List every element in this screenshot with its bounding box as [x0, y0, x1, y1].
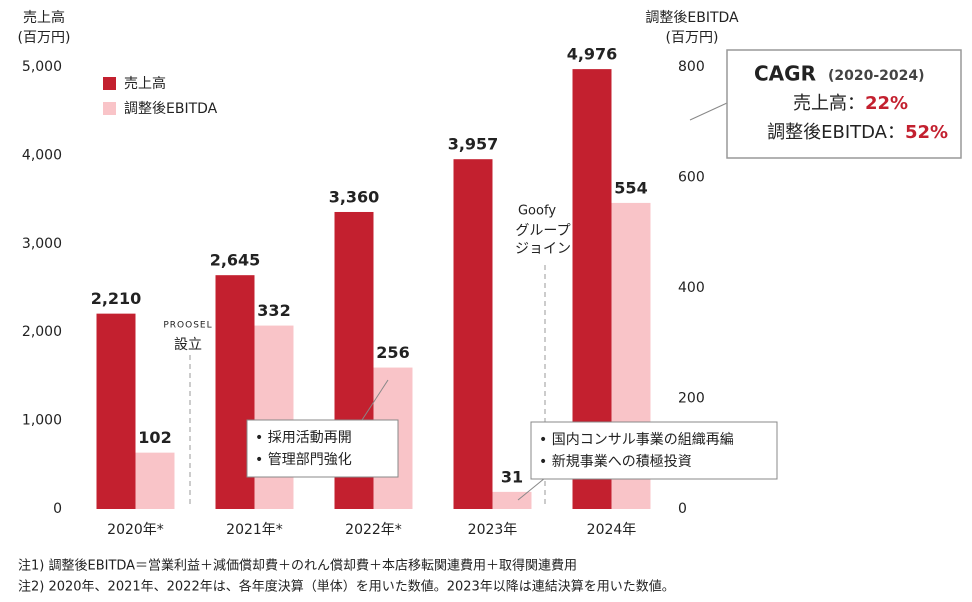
legend-swatch — [103, 77, 116, 90]
y-tick-label: 3,000 — [22, 236, 62, 252]
legend-label: 調整後EBITDA — [124, 101, 218, 117]
callout-box — [530, 421, 778, 480]
cagr-value: 52% — [905, 122, 948, 143]
callout-text: • 採用活動再開 — [255, 430, 352, 446]
data-label: 31 — [501, 467, 523, 486]
y-tick-label: 1,000 — [22, 413, 62, 429]
cagr-box — [726, 49, 962, 159]
y-tick-label: 0 — [53, 501, 62, 517]
event-logo: PROOSEL — [163, 321, 212, 331]
y-tick-label: 2,000 — [22, 324, 62, 340]
cagr-connector — [689, 102, 728, 121]
x-tick-label: 2022年* — [345, 522, 402, 538]
legend-label: 売上高 — [124, 75, 166, 92]
bar — [453, 159, 493, 509]
y-axis-title: (百万円) — [18, 30, 71, 46]
y-axis-title: 売上高 — [23, 9, 65, 26]
cagr-title: CAGR — [754, 62, 816, 86]
bar — [135, 452, 175, 509]
cagr-label: 調整後EBITDA： — [767, 122, 905, 143]
event-label: グループ — [515, 223, 570, 239]
data-label: 3,957 — [448, 135, 499, 154]
data-label: 256 — [376, 343, 409, 362]
data-label: 102 — [138, 428, 171, 447]
callout-text: • 国内コンサル事業の組織再編 — [539, 432, 734, 448]
callout-connector — [517, 477, 546, 501]
x-tick-label: 2020年* — [107, 522, 164, 538]
cagr-value: 22% — [865, 93, 908, 114]
bar — [96, 313, 136, 509]
legend-swatch — [103, 102, 116, 115]
cagr-label: 売上高： — [793, 93, 865, 114]
data-label: 332 — [257, 301, 290, 320]
y2-tick-label: 0 — [678, 501, 687, 517]
bar — [254, 325, 294, 509]
bar — [492, 491, 532, 509]
note: 注1) 調整後EBITDA＝営業利益＋減価償却費＋のれん償却費＋本店移転関連費用… — [18, 558, 577, 574]
callout-text: • 管理部門強化 — [255, 452, 352, 468]
data-label: 4,976 — [567, 45, 618, 64]
y2-axis-title: (百万円) — [666, 30, 719, 46]
y2-tick-label: 600 — [678, 170, 705, 186]
callout-box — [246, 419, 399, 478]
callout-text: • 新規事業への積極投資 — [539, 454, 692, 470]
event-label: ジョイン — [515, 241, 571, 257]
data-label: 554 — [614, 178, 647, 197]
callout-connector — [361, 379, 389, 421]
x-tick-label: 2023年 — [468, 522, 518, 538]
y2-tick-label: 400 — [678, 280, 705, 296]
y-tick-label: 5,000 — [22, 59, 62, 75]
data-label: 3,360 — [329, 187, 380, 206]
y2-tick-label: 800 — [678, 59, 705, 75]
data-label: 2,210 — [91, 289, 142, 308]
data-label: 2,645 — [210, 251, 261, 270]
note: 注2) 2020年、2021年、2022年は、各年度決算（単体）を用いた数値。2… — [18, 579, 675, 595]
x-tick-label: 2021年* — [226, 522, 283, 538]
y-tick-label: 4,000 — [22, 147, 62, 163]
cagr-period: (2020-2024) — [828, 68, 925, 84]
x-tick-label: 2024年 — [587, 522, 637, 538]
event-label: 設立 — [174, 337, 202, 353]
y2-tick-label: 200 — [678, 391, 705, 407]
y2-axis-title: 調整後EBITDA — [645, 10, 739, 26]
event-logo: Goofy — [518, 204, 556, 219]
